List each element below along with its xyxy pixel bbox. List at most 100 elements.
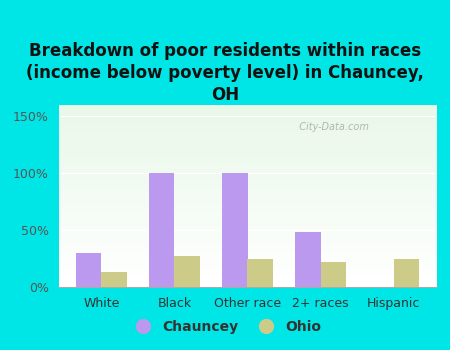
Bar xyxy=(58,143,436,144)
Bar xyxy=(58,148,436,149)
Bar xyxy=(58,237,436,238)
Bar xyxy=(58,159,436,160)
Bar xyxy=(58,218,436,219)
Bar xyxy=(58,149,436,150)
Bar xyxy=(58,115,436,116)
Bar xyxy=(58,119,436,120)
Bar xyxy=(58,181,436,182)
Bar xyxy=(58,184,436,185)
Bar xyxy=(58,272,436,273)
Bar xyxy=(58,282,436,284)
Bar xyxy=(58,203,436,204)
Bar xyxy=(295,232,320,287)
Bar xyxy=(58,195,436,196)
Bar xyxy=(58,269,436,270)
Bar xyxy=(58,251,436,252)
Bar xyxy=(58,204,436,205)
Bar xyxy=(58,235,436,236)
Bar xyxy=(58,163,436,164)
Bar xyxy=(58,185,436,186)
Bar xyxy=(58,268,436,269)
Bar xyxy=(58,286,436,287)
Bar xyxy=(58,240,436,241)
Bar xyxy=(58,174,436,175)
Bar xyxy=(58,258,436,259)
Bar xyxy=(58,123,436,124)
Bar xyxy=(58,223,436,224)
Bar xyxy=(58,127,436,128)
Bar xyxy=(394,259,419,287)
Bar xyxy=(58,259,436,260)
Bar xyxy=(58,241,436,243)
Bar xyxy=(58,121,436,122)
Bar xyxy=(248,259,273,287)
Bar xyxy=(58,180,436,181)
Bar xyxy=(58,285,436,286)
Bar xyxy=(58,284,436,285)
Bar xyxy=(58,276,436,277)
Bar xyxy=(58,201,436,202)
Bar xyxy=(58,182,436,183)
Bar xyxy=(58,137,436,138)
Bar xyxy=(58,227,436,228)
Bar xyxy=(58,263,436,264)
Bar xyxy=(58,275,436,276)
Bar xyxy=(58,136,436,137)
Bar xyxy=(58,274,436,275)
Bar xyxy=(58,178,436,179)
Bar xyxy=(58,250,436,251)
Bar xyxy=(58,260,436,261)
Bar xyxy=(58,172,436,173)
Bar xyxy=(58,247,436,248)
Bar xyxy=(58,116,436,117)
Bar xyxy=(58,157,436,158)
Bar xyxy=(175,256,200,287)
Bar xyxy=(58,264,436,265)
Bar xyxy=(58,165,436,166)
Bar xyxy=(58,198,436,199)
Bar xyxy=(58,255,436,256)
Bar xyxy=(58,273,436,274)
Bar xyxy=(58,125,436,126)
Bar xyxy=(58,168,436,169)
Bar xyxy=(58,270,436,271)
Bar xyxy=(58,228,436,229)
Bar xyxy=(58,167,436,168)
Bar xyxy=(58,236,436,237)
Bar xyxy=(58,246,436,247)
Bar xyxy=(58,205,436,206)
Bar xyxy=(58,220,436,222)
Bar xyxy=(58,244,436,245)
Bar xyxy=(58,243,436,244)
Bar xyxy=(58,132,436,133)
Bar xyxy=(58,212,436,213)
Bar xyxy=(58,224,436,225)
Bar xyxy=(58,150,436,152)
Bar xyxy=(222,173,248,287)
Bar xyxy=(58,147,436,148)
Bar xyxy=(58,230,436,231)
Bar xyxy=(149,173,175,287)
Bar xyxy=(58,141,436,142)
Bar xyxy=(58,225,436,226)
Bar xyxy=(58,117,436,118)
Bar xyxy=(101,272,127,287)
Bar xyxy=(58,257,436,258)
Bar xyxy=(58,105,436,106)
Bar xyxy=(58,231,436,232)
Bar xyxy=(58,202,436,203)
Bar xyxy=(58,234,436,235)
Bar xyxy=(58,194,436,195)
Bar xyxy=(58,248,436,249)
Bar xyxy=(58,106,436,107)
Bar xyxy=(58,108,436,110)
Bar xyxy=(58,112,436,113)
Bar xyxy=(58,155,436,156)
Bar xyxy=(58,193,436,194)
Bar xyxy=(58,133,436,134)
Bar xyxy=(58,229,436,230)
Bar xyxy=(58,233,436,234)
Bar xyxy=(58,226,436,227)
Bar xyxy=(58,173,436,174)
Bar xyxy=(58,156,436,157)
